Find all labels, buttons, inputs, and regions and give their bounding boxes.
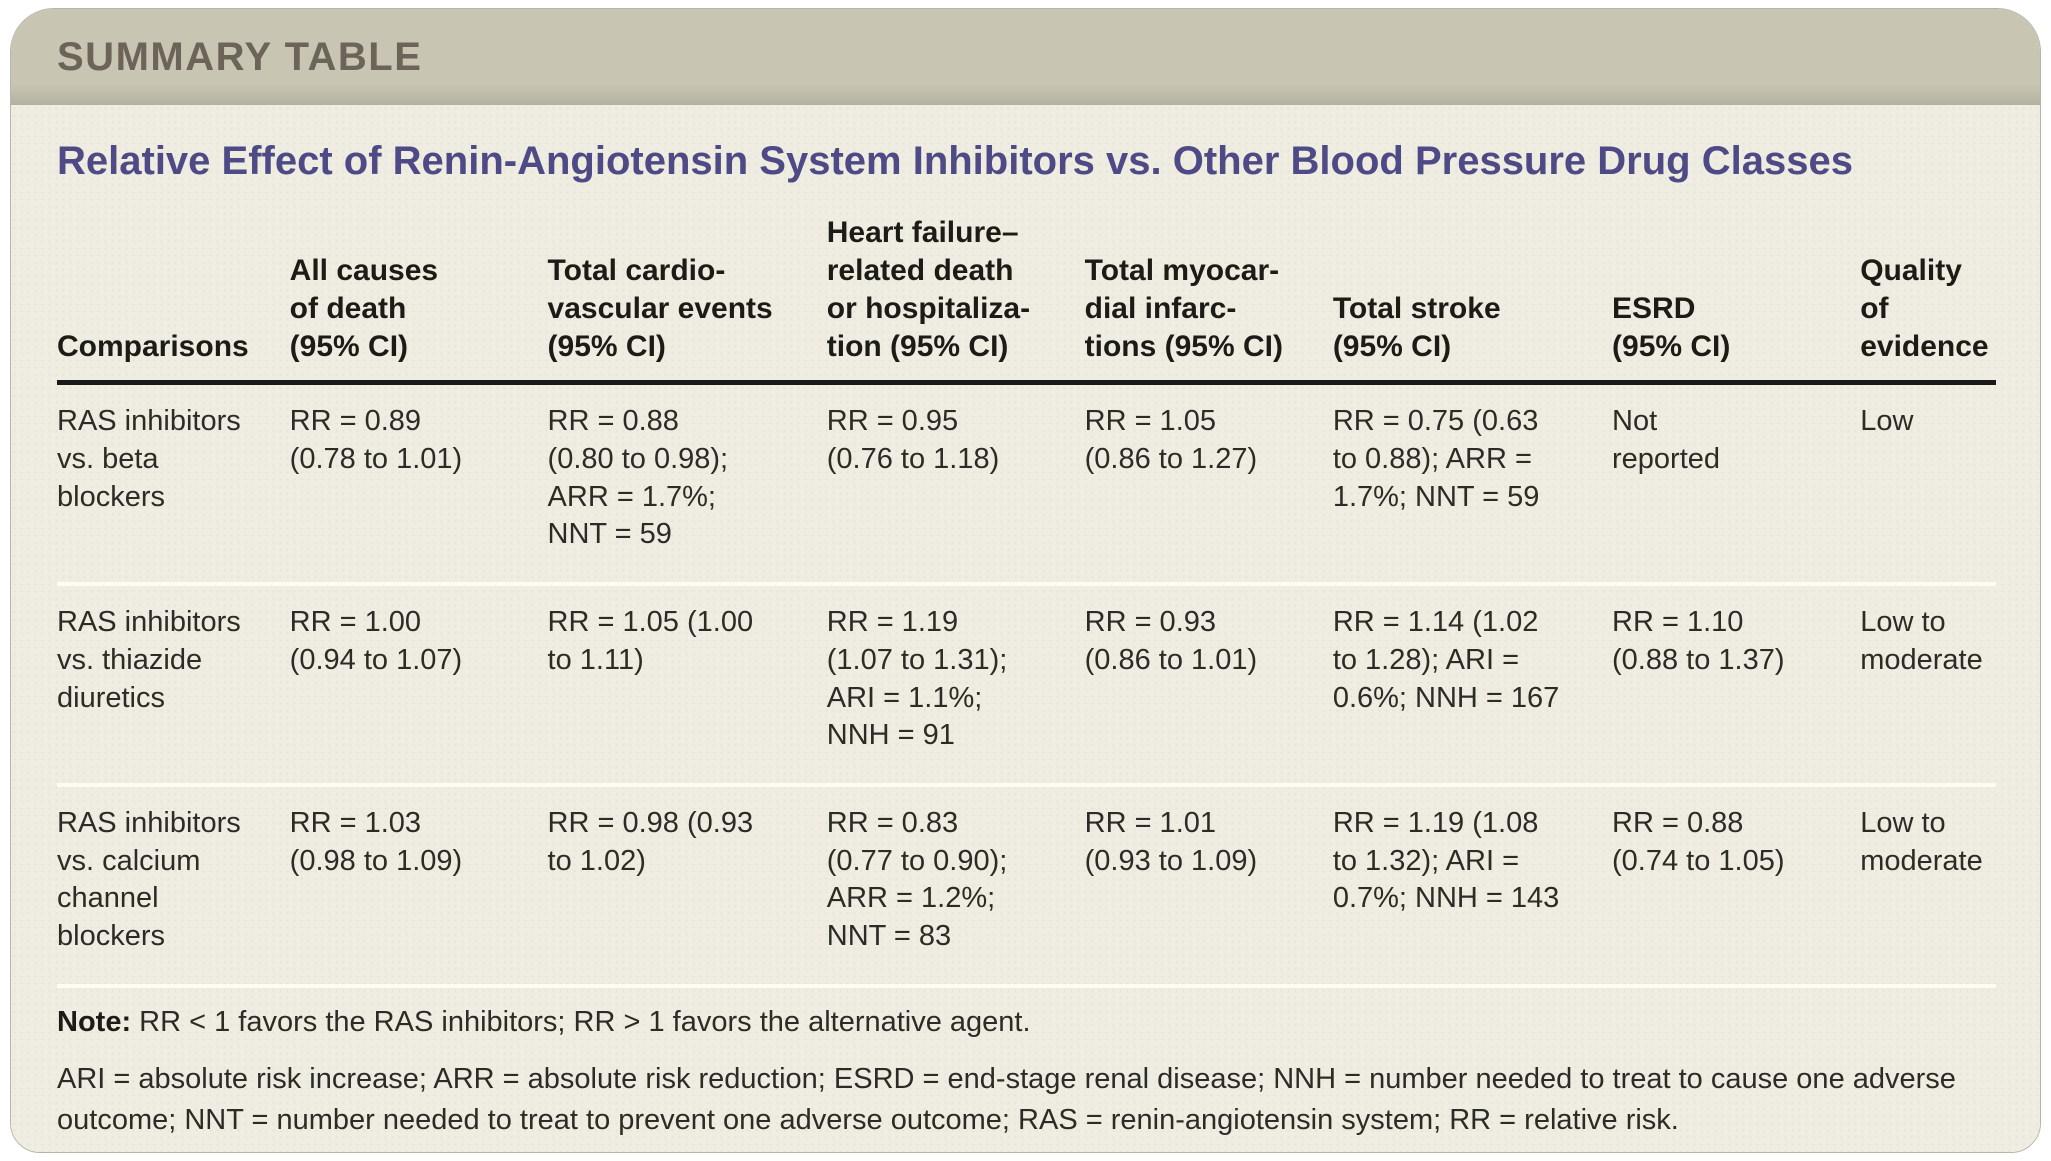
- table-cell: RR = 0.83 (0.77 to 0.90); ARR = 1.2%; NN…: [826, 782, 1085, 984]
- abbreviations: ARI = absolute risk increase; ARR = abso…: [57, 1062, 1956, 1136]
- column-header-comparisons: Comparisons: [57, 214, 290, 386]
- table-cell: RR = 0.93 (0.86 to 1.01): [1084, 582, 1333, 785]
- summary-table-card: SUMMARY TABLE Relative Effect of Renin-A…: [10, 8, 2041, 1153]
- kicker-title: SUMMARY TABLE: [57, 34, 423, 79]
- table-cell: RR = 0.95 (0.76 to 1.18): [826, 405, 1000, 476]
- table-cell: RAS inhibitors vs. beta blockers: [57, 405, 241, 513]
- column-header-total-stroke: Total stroke (95% CI): [1332, 214, 1613, 386]
- table-cell: RR = 0.89 (0.78 to 1.01): [289, 405, 463, 476]
- note-text: RR < 1 favors the RAS inhibitors; RR > 1…: [131, 1005, 1031, 1038]
- table-cell: RR = 0.75 (0.63 to 0.88); ARR = 1.7%; NN…: [1332, 405, 1540, 513]
- column-header-heart-failure: Heart failure– related death or hospital…: [826, 214, 1085, 386]
- column-header-all-causes-death: All causes of death (95% CI): [289, 214, 548, 386]
- table-cell: Not reported: [1612, 405, 1721, 476]
- column-header-cardiovascular-events: Total cardio- vascular events (95% CI): [547, 214, 827, 386]
- table-cell: RAS inhibitors vs. thiazide diuretics: [57, 582, 290, 785]
- column-header-quality-evidence: Quality of evidence: [1860, 214, 1996, 386]
- table-cell: RR = 1.19 (1.07 to 1.31); ARI = 1.1%; NN…: [826, 582, 1085, 785]
- table-cell: RR = 0.88 (0.74 to 1.05): [1612, 782, 1861, 984]
- note-label: Note:: [57, 1005, 132, 1038]
- table-row-beta-blockers: RAS inhibitors vs. beta blockers RR = 0.…: [57, 383, 1996, 584]
- table-cell: Low to moderate: [1860, 782, 1996, 984]
- summary-table: Comparisons All causes of death (95% CI)…: [57, 214, 1996, 984]
- table-cell: RR = 1.05 (1.00 to 1.11): [547, 582, 827, 785]
- table-cell: RR = 1.03 (0.98 to 1.09): [289, 782, 548, 984]
- table-cell: RR = 1.01 (0.93 to 1.09): [1084, 782, 1333, 984]
- table-cell: RR = 0.88 (0.80 to 0.98); ARR = 1.7%; NN…: [547, 405, 729, 551]
- note: Note: RR < 1 favors the RAS inhibitors; …: [57, 1006, 1996, 1039]
- column-header-myocardial-infarctions: Total myocar- dial infarc- tions (95% CI…: [1084, 214, 1333, 386]
- table-cell: RR = 1.05 (0.86 to 1.27): [1084, 405, 1258, 476]
- table-cell: RR = 1.10 (0.88 to 1.37): [1612, 582, 1861, 785]
- table-header-row: Comparisons All causes of death (95% CI)…: [57, 214, 1996, 386]
- table-cell: RR = 0.98 (0.93 to 1.02): [547, 782, 827, 984]
- table-row-thiazide-diuretics: RAS inhibitors vs. thiazide diuretics RR…: [57, 582, 1996, 785]
- column-header-esrd: ESRD (95% CI): [1612, 214, 1861, 386]
- table-cell: RR = 1.14 (1.02 to 1.28); ARI = 0.6%; NN…: [1332, 582, 1613, 785]
- kicker-bar: SUMMARY TABLE: [11, 9, 2040, 105]
- table-cell: Low: [1860, 405, 1914, 438]
- footnotes: Note: RR < 1 favors the RAS inhibitors; …: [57, 983, 1996, 1141]
- card-body: Relative Effect of Renin-Angiotensin Sys…: [11, 105, 2040, 1152]
- table-cell: Low to moderate: [1860, 582, 1996, 785]
- table-title: Relative Effect of Renin-Angiotensin Sys…: [57, 139, 1853, 183]
- table-cell: RAS inhibitors vs. calcium channel block…: [57, 782, 290, 984]
- table-cell: RR = 1.00 (0.94 to 1.07): [289, 582, 548, 785]
- table-cell: RR = 1.19 (1.08 to 1.32); ARI = 0.7%; NN…: [1332, 782, 1613, 984]
- table-row-calcium-channel-blockers: RAS inhibitors vs. calcium channel block…: [57, 782, 1996, 984]
